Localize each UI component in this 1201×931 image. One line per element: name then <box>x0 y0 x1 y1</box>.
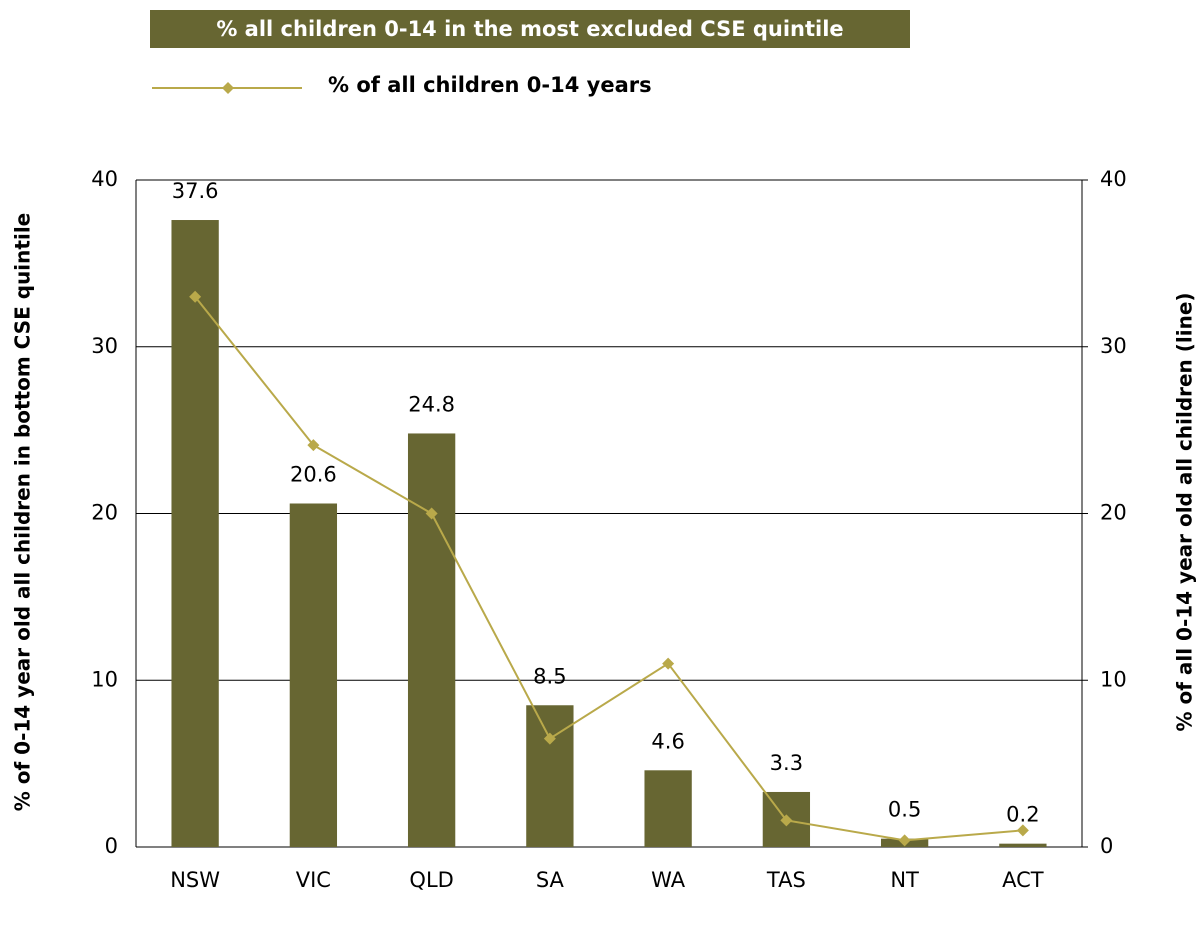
legend-swatch <box>150 10 910 48</box>
line-marker <box>898 834 911 847</box>
legend-label: % of all children 0-14 years <box>328 73 652 97</box>
y2-tick-label: 10 <box>1100 667 1127 691</box>
y2-tick-label: 40 <box>1100 167 1127 191</box>
bar <box>407 433 456 847</box>
data-label: 0.2 <box>1006 803 1039 827</box>
data-label: 37.6 <box>172 179 219 203</box>
data-label: 20.6 <box>290 462 337 486</box>
bar <box>171 220 219 847</box>
bar <box>289 503 338 847</box>
y-tick-label: 40 <box>91 167 118 191</box>
x-tick-label: NSW <box>170 868 220 892</box>
bar <box>999 843 1047 847</box>
x-tick-label: QLD <box>409 868 453 892</box>
line-marker <box>425 507 438 520</box>
data-label: 8.5 <box>533 664 566 688</box>
x-tick-label: TAS <box>766 868 806 892</box>
data-label: 24.8 <box>408 392 455 416</box>
data-label: 3.3 <box>770 751 803 775</box>
line <box>194 296 1023 842</box>
y-tick-label: 20 <box>91 501 118 525</box>
x-tick-label: VIC <box>296 868 331 892</box>
line-marker <box>189 290 202 303</box>
legend-marker <box>222 82 234 94</box>
y-tick-label: 10 <box>91 667 118 691</box>
line-marker <box>780 814 793 827</box>
line-marker <box>1016 824 1029 837</box>
y2-tick-label: 20 <box>1100 501 1127 525</box>
line-marker <box>307 439 320 452</box>
x-tick-label: ACT <box>1002 868 1044 892</box>
y2-tick-label: 0 <box>1100 834 1113 858</box>
legend-label: % all children 0-14 in the most excluded… <box>216 17 843 41</box>
y2-axis-title: % of all 0-14 year old all children (lin… <box>1173 292 1197 731</box>
x-tick-label: WA <box>651 868 686 892</box>
x-tick-label: SA <box>536 868 565 892</box>
data-label: 0.5 <box>888 798 921 822</box>
y2-tick-label: 30 <box>1100 334 1127 358</box>
bar <box>644 770 692 847</box>
x-tick-label: NT <box>890 868 919 892</box>
line-marker <box>543 732 556 745</box>
y-tick-label: 30 <box>91 334 118 358</box>
line-marker <box>662 657 675 670</box>
bar <box>526 705 574 847</box>
data-label: 4.6 <box>651 729 684 753</box>
y-axis-title: % of 0-14 year old all children in botto… <box>11 213 35 811</box>
y-tick-label: 0 <box>105 834 118 858</box>
